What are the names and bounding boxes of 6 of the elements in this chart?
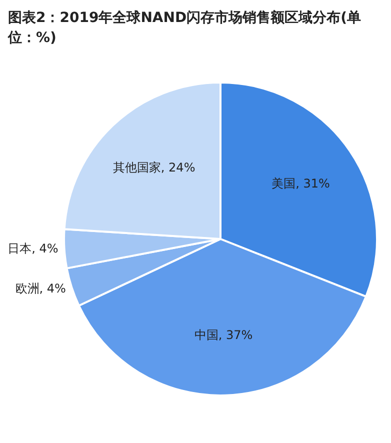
slice-label: 中国, 37%	[194, 328, 253, 342]
slice-label: 日本, 4%	[8, 241, 58, 256]
slice-label: 其他国家, 24%	[112, 160, 196, 174]
slice-label: 欧洲, 4%	[15, 281, 66, 296]
slice-label: 美国, 31%	[272, 176, 330, 191]
chart-title: 图表2：2019年全球NAND闪存市场销售额区域分布(单位：%)	[8, 8, 362, 48]
